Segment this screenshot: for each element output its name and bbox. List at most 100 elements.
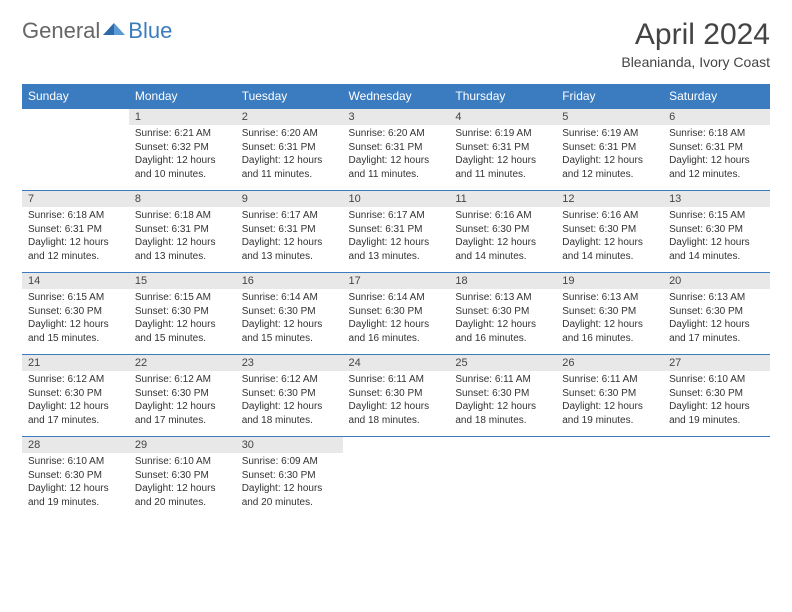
calendar-week-row: 14Sunrise: 6:15 AMSunset: 6:30 PMDayligh… — [22, 273, 770, 355]
daylight-line: Daylight: 12 hours and 20 minutes. — [242, 482, 337, 509]
sunset-line: Sunset: 6:31 PM — [28, 223, 123, 237]
sunrise-line: Sunrise: 6:17 AM — [349, 209, 444, 223]
day-info: Sunrise: 6:13 AMSunset: 6:30 PMDaylight:… — [556, 289, 663, 349]
calendar-day-cell — [663, 437, 770, 519]
logo: General Blue — [22, 18, 172, 44]
calendar-day-cell: 28Sunrise: 6:10 AMSunset: 6:30 PMDayligh… — [22, 437, 129, 519]
daylight-line: Daylight: 12 hours and 14 minutes. — [669, 236, 764, 263]
daylight-line: Daylight: 12 hours and 14 minutes. — [562, 236, 657, 263]
day-info: Sunrise: 6:16 AMSunset: 6:30 PMDaylight:… — [556, 207, 663, 267]
day-info: Sunrise: 6:15 AMSunset: 6:30 PMDaylight:… — [663, 207, 770, 267]
sunrise-line: Sunrise: 6:16 AM — [562, 209, 657, 223]
sunset-line: Sunset: 6:30 PM — [242, 387, 337, 401]
sunset-line: Sunset: 6:30 PM — [562, 305, 657, 319]
calendar-day-cell: 20Sunrise: 6:13 AMSunset: 6:30 PMDayligh… — [663, 273, 770, 355]
sunrise-line: Sunrise: 6:11 AM — [455, 373, 550, 387]
daylight-line: Daylight: 12 hours and 17 minutes. — [669, 318, 764, 345]
calendar-day-cell — [556, 437, 663, 519]
day-info: Sunrise: 6:12 AMSunset: 6:30 PMDaylight:… — [22, 371, 129, 431]
daylight-line: Daylight: 12 hours and 16 minutes. — [455, 318, 550, 345]
sunset-line: Sunset: 6:31 PM — [562, 141, 657, 155]
sunrise-line: Sunrise: 6:12 AM — [242, 373, 337, 387]
calendar-day-cell: 9Sunrise: 6:17 AMSunset: 6:31 PMDaylight… — [236, 191, 343, 273]
daylight-line: Daylight: 12 hours and 12 minutes. — [28, 236, 123, 263]
sunrise-line: Sunrise: 6:09 AM — [242, 455, 337, 469]
day-number: 12 — [556, 191, 663, 207]
daylight-line: Daylight: 12 hours and 15 minutes. — [135, 318, 230, 345]
day-number: 1 — [129, 109, 236, 125]
daylight-line: Daylight: 12 hours and 11 minutes. — [349, 154, 444, 181]
page-subtitle: Bleanianda, Ivory Coast — [621, 54, 770, 70]
sunrise-line: Sunrise: 6:10 AM — [669, 373, 764, 387]
calendar-day-cell — [449, 437, 556, 519]
daylight-line: Daylight: 12 hours and 11 minutes. — [242, 154, 337, 181]
sunrise-line: Sunrise: 6:10 AM — [135, 455, 230, 469]
calendar-day-cell: 5Sunrise: 6:19 AMSunset: 6:31 PMDaylight… — [556, 109, 663, 191]
sunset-line: Sunset: 6:30 PM — [349, 387, 444, 401]
sunrise-line: Sunrise: 6:12 AM — [135, 373, 230, 387]
sunrise-line: Sunrise: 6:20 AM — [242, 127, 337, 141]
daylight-line: Daylight: 12 hours and 19 minutes. — [562, 400, 657, 427]
day-info: Sunrise: 6:10 AMSunset: 6:30 PMDaylight:… — [129, 453, 236, 513]
sunrise-line: Sunrise: 6:11 AM — [562, 373, 657, 387]
day-number: 23 — [236, 355, 343, 371]
day-number: 30 — [236, 437, 343, 453]
calendar-day-cell: 17Sunrise: 6:14 AMSunset: 6:30 PMDayligh… — [343, 273, 450, 355]
daylight-line: Daylight: 12 hours and 18 minutes. — [455, 400, 550, 427]
day-number: 18 — [449, 273, 556, 289]
daylight-line: Daylight: 12 hours and 20 minutes. — [135, 482, 230, 509]
day-number: 16 — [236, 273, 343, 289]
day-info: Sunrise: 6:12 AMSunset: 6:30 PMDaylight:… — [129, 371, 236, 431]
daylight-line: Daylight: 12 hours and 12 minutes. — [669, 154, 764, 181]
sunset-line: Sunset: 6:30 PM — [669, 305, 764, 319]
day-info: Sunrise: 6:21 AMSunset: 6:32 PMDaylight:… — [129, 125, 236, 185]
day-info: Sunrise: 6:18 AMSunset: 6:31 PMDaylight:… — [129, 207, 236, 267]
sunset-line: Sunset: 6:30 PM — [669, 223, 764, 237]
daylight-line: Daylight: 12 hours and 19 minutes. — [669, 400, 764, 427]
day-info: Sunrise: 6:15 AMSunset: 6:30 PMDaylight:… — [22, 289, 129, 349]
calendar-day-cell: 8Sunrise: 6:18 AMSunset: 6:31 PMDaylight… — [129, 191, 236, 273]
calendar-week-row: 21Sunrise: 6:12 AMSunset: 6:30 PMDayligh… — [22, 355, 770, 437]
sunrise-line: Sunrise: 6:19 AM — [455, 127, 550, 141]
calendar-day-cell: 21Sunrise: 6:12 AMSunset: 6:30 PMDayligh… — [22, 355, 129, 437]
day-number: 8 — [129, 191, 236, 207]
day-number: 27 — [663, 355, 770, 371]
calendar-day-cell: 24Sunrise: 6:11 AMSunset: 6:30 PMDayligh… — [343, 355, 450, 437]
sunrise-line: Sunrise: 6:10 AM — [28, 455, 123, 469]
sunset-line: Sunset: 6:30 PM — [28, 469, 123, 483]
sunrise-line: Sunrise: 6:14 AM — [349, 291, 444, 305]
daylight-line: Daylight: 12 hours and 13 minutes. — [242, 236, 337, 263]
weekday-header: Sunday — [22, 84, 129, 109]
sunset-line: Sunset: 6:30 PM — [455, 223, 550, 237]
calendar-day-cell: 6Sunrise: 6:18 AMSunset: 6:31 PMDaylight… — [663, 109, 770, 191]
sunrise-line: Sunrise: 6:15 AM — [135, 291, 230, 305]
day-info: Sunrise: 6:17 AMSunset: 6:31 PMDaylight:… — [343, 207, 450, 267]
day-number: 29 — [129, 437, 236, 453]
sunset-line: Sunset: 6:30 PM — [28, 387, 123, 401]
day-info: Sunrise: 6:20 AMSunset: 6:31 PMDaylight:… — [236, 125, 343, 185]
calendar-week-row: 1Sunrise: 6:21 AMSunset: 6:32 PMDaylight… — [22, 109, 770, 191]
sunrise-line: Sunrise: 6:18 AM — [28, 209, 123, 223]
day-number: 14 — [22, 273, 129, 289]
day-info: Sunrise: 6:18 AMSunset: 6:31 PMDaylight:… — [22, 207, 129, 267]
logo-text-general: General — [22, 18, 100, 44]
sunset-line: Sunset: 6:30 PM — [562, 223, 657, 237]
sunset-line: Sunset: 6:30 PM — [455, 387, 550, 401]
day-info: Sunrise: 6:19 AMSunset: 6:31 PMDaylight:… — [556, 125, 663, 185]
day-info: Sunrise: 6:13 AMSunset: 6:30 PMDaylight:… — [449, 289, 556, 349]
sunrise-line: Sunrise: 6:12 AM — [28, 373, 123, 387]
sunset-line: Sunset: 6:30 PM — [28, 305, 123, 319]
daylight-line: Daylight: 12 hours and 11 minutes. — [455, 154, 550, 181]
day-number: 4 — [449, 109, 556, 125]
day-number: 13 — [663, 191, 770, 207]
sunrise-line: Sunrise: 6:14 AM — [242, 291, 337, 305]
daylight-line: Daylight: 12 hours and 16 minutes. — [562, 318, 657, 345]
calendar-day-cell: 4Sunrise: 6:19 AMSunset: 6:31 PMDaylight… — [449, 109, 556, 191]
page-title: April 2024 — [621, 18, 770, 52]
sunrise-line: Sunrise: 6:13 AM — [562, 291, 657, 305]
calendar-table: SundayMondayTuesdayWednesdayThursdayFrid… — [22, 84, 770, 519]
sunset-line: Sunset: 6:30 PM — [242, 469, 337, 483]
day-info: Sunrise: 6:11 AMSunset: 6:30 PMDaylight:… — [343, 371, 450, 431]
daylight-line: Daylight: 12 hours and 16 minutes. — [349, 318, 444, 345]
daylight-line: Daylight: 12 hours and 18 minutes. — [349, 400, 444, 427]
